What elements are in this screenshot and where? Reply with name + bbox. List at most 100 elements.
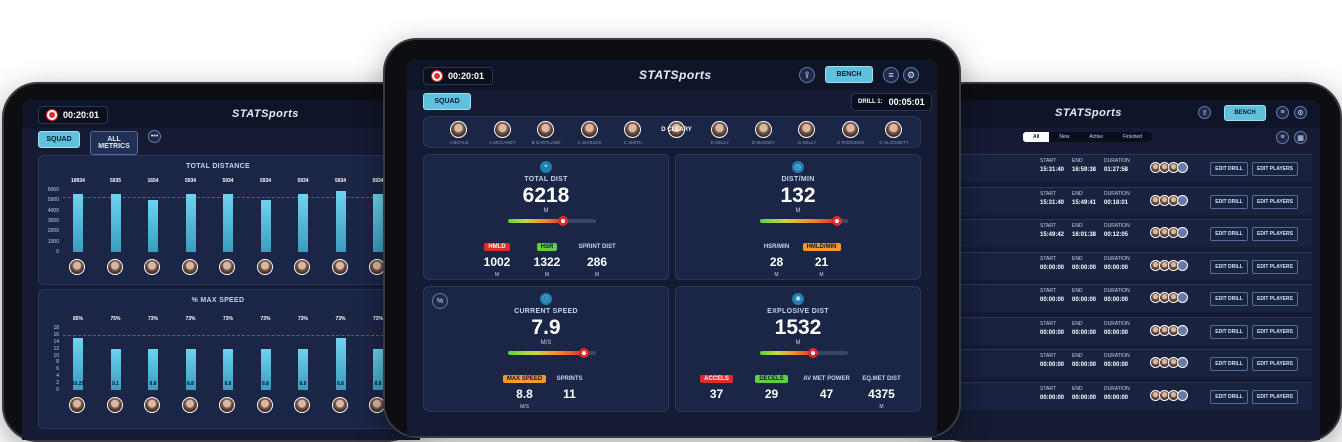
player-avatar[interactable] — [106, 397, 123, 413]
player-avatar[interactable] — [798, 121, 815, 138]
more-players-icon[interactable] — [1177, 292, 1188, 303]
edit-players-button[interactable]: EDIT PLAYERS — [1252, 194, 1298, 209]
player-name[interactable]: C SMITH — [623, 140, 643, 145]
player-avatar[interactable] — [181, 259, 198, 275]
edit-players-button[interactable]: EDIT PLAYERS — [1252, 227, 1298, 241]
player-avatar[interactable] — [256, 259, 273, 275]
grid-view-icon[interactable]: ▦ — [1294, 131, 1307, 144]
center-timer[interactable]: 00:20:01 — [423, 67, 494, 85]
drill-row[interactable]: START 15:31:40 END 15:49:41 DURATION 00:18:01… — [932, 186, 1312, 215]
left-timer[interactable]: 00:20:01 — [38, 106, 109, 124]
player-avatar[interactable] — [667, 121, 685, 138]
upload-icon[interactable]: ⇪ — [799, 67, 815, 83]
drill-row[interactable]: NSTART15:31:40END16:59:38DURATION01:27:5… — [932, 154, 1312, 182]
player-avatar[interactable] — [450, 121, 467, 138]
list-icon[interactable]: ≡ — [883, 67, 899, 83]
player-avatar[interactable] — [219, 397, 235, 413]
player-avatar[interactable] — [144, 397, 160, 413]
more-players-icon[interactable] — [1177, 194, 1188, 206]
drill-row[interactable]: START 00:00:00 END 00:00:00 DURATION 00:00:00… — [932, 381, 1312, 410]
player-name[interactable]: D CLEARY — [661, 127, 692, 133]
gauge-knob[interactable] — [831, 216, 842, 226]
edit-players-button[interactable]: EDIT PLAYERS — [1252, 357, 1298, 371]
drill-row[interactable]: TESTING - OPTIONA...START00:00:00END00:0… — [932, 316, 1312, 345]
center-bench-button[interactable]: BENCH — [825, 66, 873, 83]
list-icon[interactable]: ≡ — [1276, 106, 1289, 119]
gear-icon[interactable]: ⚙ — [903, 67, 919, 83]
player-name[interactable]: D MASSEY — [751, 140, 776, 145]
player-avatar[interactable] — [69, 397, 85, 413]
center-squad-button[interactable]: SQUAD — [423, 93, 471, 110]
list-view-icon[interactable]: ≡ — [1276, 131, 1289, 144]
player-avatar[interactable] — [69, 259, 85, 275]
edit-drill-button[interactable]: EDIT DRILL — [1210, 292, 1248, 306]
drill-row[interactable]: START 00:00:00 END 00:00:00 DURATION 00:00:00… — [932, 349, 1312, 377]
left-squad-button[interactable]: SQUAD — [38, 131, 80, 148]
edit-drill-button[interactable]: EDIT DRILL — [1210, 324, 1248, 339]
left-all-metrics-button[interactable]: ALL METRICS — [90, 131, 138, 155]
tab-active[interactable]: Active — [1089, 134, 1104, 140]
edit-players-button[interactable]: EDIT PLAYERS — [1252, 324, 1298, 339]
more-players-icon[interactable] — [1177, 389, 1188, 401]
edit-drill-button[interactable]: EDIT DRILL — [1210, 259, 1248, 274]
edit-drill-button[interactable]: EDIT DRILL — [1210, 227, 1248, 241]
player-avatar[interactable] — [537, 121, 554, 138]
stat-item: ACCELS 37 — [689, 367, 744, 410]
player-avatar[interactable] — [294, 397, 310, 413]
player-name[interactable]: C SHIELDS — [577, 140, 602, 145]
gauge-knob[interactable] — [578, 348, 589, 358]
edit-drill-button[interactable]: EDIT DRILL — [1210, 389, 1248, 404]
player-name[interactable]: G RODGERS — [836, 140, 865, 145]
player-avatar[interactable] — [294, 259, 310, 275]
player-avatar[interactable] — [181, 397, 198, 413]
edit-players-button[interactable]: EDIT PLAYERS — [1252, 162, 1298, 176]
edit-players-button[interactable]: EDIT PLAYERS — [1252, 259, 1298, 274]
col-header: START — [1040, 385, 1056, 392]
right-bench-button[interactable]: BENCH — [1224, 105, 1266, 121]
player-avatar[interactable] — [331, 397, 348, 413]
player-avatar[interactable] — [144, 259, 160, 275]
player-name[interactable]: D KELLY — [710, 140, 730, 145]
tab-finished[interactable]: Finished — [1123, 134, 1142, 140]
drill-row[interactable]: START 00:00:00 END 00:00:00 DURATION 00:00:00… — [932, 251, 1312, 280]
edit-drill-button[interactable]: EDIT DRILL — [1210, 162, 1248, 176]
player-avatar[interactable] — [711, 121, 728, 138]
player-avatar[interactable] — [754, 121, 772, 138]
player-avatar[interactable] — [106, 259, 123, 275]
player-name[interactable]: B GARTLAND — [531, 140, 561, 145]
player-avatar[interactable] — [885, 121, 902, 138]
more-players-icon[interactable] — [1177, 227, 1188, 238]
player-avatar[interactable] — [624, 121, 641, 138]
more-players-icon[interactable] — [1177, 324, 1188, 336]
player-avatar[interactable] — [256, 397, 273, 413]
bar — [298, 348, 308, 390]
player-avatar[interactable] — [841, 121, 859, 138]
more-players-icon[interactable] — [1177, 357, 1188, 368]
tab-new[interactable]: New — [1059, 134, 1070, 140]
drill-row[interactable]: CTICAL - ATION - 0...START00:00:00END00:… — [932, 284, 1312, 312]
bar — [335, 338, 346, 390]
more-icon[interactable]: ••• — [148, 130, 161, 143]
player-avatar[interactable] — [331, 259, 348, 275]
more-players-icon[interactable] — [1177, 259, 1188, 271]
player-name[interactable]: A BOYLE — [449, 140, 469, 145]
gauge-knob[interactable] — [557, 216, 568, 226]
drill-row[interactable]: START 15:49:42 END 16:01:38 DURATION 00:12:05… — [932, 219, 1312, 247]
player-name[interactable]: G KELLY — [797, 140, 817, 145]
player-name[interactable]: G SLOGGETT — [879, 140, 909, 145]
edit-drill-button[interactable]: EDIT DRILL — [1210, 357, 1248, 371]
edit-drill-button[interactable]: EDIT DRILL — [1210, 194, 1248, 209]
percent-icon[interactable]: % — [432, 293, 448, 309]
gear-icon[interactable]: ⚙ — [1294, 106, 1307, 119]
player-avatar[interactable] — [219, 259, 235, 275]
edit-players-button[interactable]: EDIT PLAYERS — [1252, 389, 1298, 404]
player-avatar[interactable] — [493, 121, 511, 138]
more-players-icon[interactable] — [1177, 162, 1188, 173]
edit-players-button[interactable]: EDIT PLAYERS — [1252, 292, 1298, 306]
gauge-knob[interactable] — [807, 348, 818, 358]
player-name[interactable]: A MCCAREY — [489, 140, 516, 145]
tab-all[interactable]: All — [1023, 132, 1050, 142]
upload-icon[interactable]: ⇪ — [1198, 106, 1211, 119]
gauge — [508, 216, 596, 226]
player-avatar[interactable] — [580, 121, 598, 138]
